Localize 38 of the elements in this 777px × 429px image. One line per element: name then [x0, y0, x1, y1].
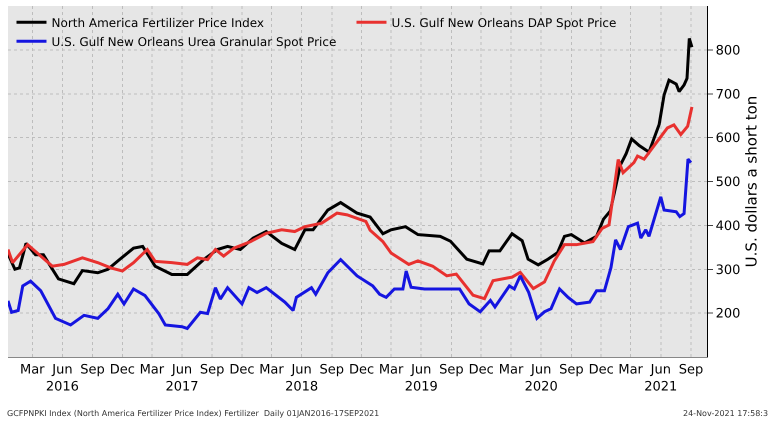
- x-tick-label: Mar: [498, 362, 524, 378]
- y-tick-label: 200: [716, 306, 740, 322]
- x-tick-label: Mar: [618, 362, 644, 378]
- x-tick-label: Dec: [588, 362, 614, 378]
- x-tick-label: Sep: [80, 362, 105, 378]
- x-tick-label: Mar: [20, 362, 46, 378]
- x-tick-label: Sep: [320, 362, 344, 378]
- x-tick-label: Jun 2021: [644, 362, 678, 394]
- x-tick-label: Sep: [678, 362, 704, 378]
- x-tick-label: Sep: [200, 362, 224, 378]
- x-tick-label: Dec: [468, 362, 494, 378]
- x-tick-label: Sep: [559, 362, 584, 378]
- y-tick-label: 700: [716, 87, 740, 102]
- x-tick-label: Sep: [439, 362, 464, 378]
- text: GCFPNPKI Index (North America Fertilizer Price Index) Fertilizer Daily 01JAN2016-17SEP2021: [7, 409, 380, 418]
- legend-label: U.S. Gulf New Orleans DAP Spot Price: [391, 16, 616, 30]
- legend-label: U.S. Gulf New Orleans Urea Granular Spot Price: [51, 34, 336, 49]
- x-tick-label: Mar: [259, 362, 284, 378]
- y-tick-label: 600: [716, 131, 740, 146]
- y-axis-title: U.S. dollars a short ton: [742, 96, 760, 268]
- x-tick-label: Dec: [349, 362, 374, 378]
- x-tick-label: Jun 2020: [524, 362, 558, 394]
- x-tick-label: Jun 2017: [165, 362, 199, 394]
- y-tick-label: 400: [716, 218, 740, 234]
- x-tick-label: Jun 2018: [285, 362, 318, 394]
- legend-label: North America Fertilizer Price Index: [51, 16, 264, 30]
- line-series: [8, 105, 694, 300]
- text: 24-Nov-2021 17:58:3: [683, 409, 768, 418]
- x-tick-label: Dec: [110, 362, 135, 378]
- x-tick-label: Mar: [140, 362, 165, 378]
- y-tick-label: 800: [716, 43, 740, 58]
- x-tick-label: Jun 2016: [46, 362, 79, 394]
- x-tick-label: Mar: [378, 362, 404, 378]
- y-tick-label: 300: [716, 262, 740, 278]
- x-tick-label: Jun 2019: [404, 362, 438, 394]
- line-series: [8, 158, 692, 330]
- x-tick-label: Dec: [229, 362, 255, 378]
- y-tick-label: 500: [716, 175, 740, 190]
